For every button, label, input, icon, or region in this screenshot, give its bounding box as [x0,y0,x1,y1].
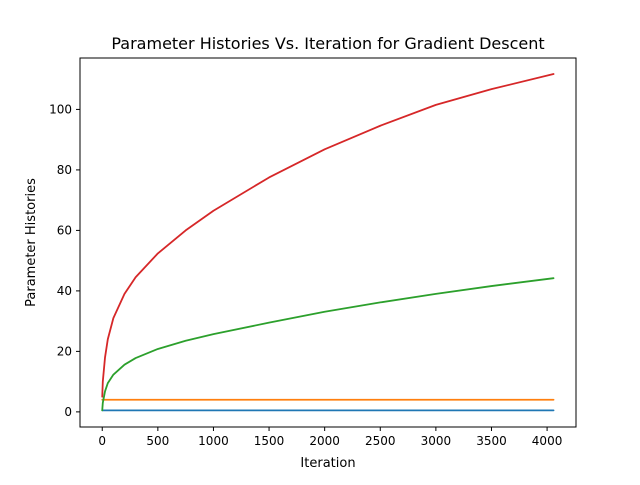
y-tick-label: 60 [57,223,72,237]
y-tick-label: 0 [64,405,72,419]
x-tick-label: 500 [146,434,169,448]
y-axis-label: Parameter Histories [24,178,39,307]
chart-title: Parameter Histories Vs. Iteration for Gr… [111,34,544,53]
y-tick-label: 40 [57,284,72,298]
x-tick-label: 2500 [365,434,396,448]
y-tick-label: 80 [57,163,72,177]
x-tick-label: 3000 [421,434,452,448]
x-axis-label: Iteration [300,456,355,471]
y-tick-label: 100 [49,102,72,116]
x-tick-label: 0 [98,434,106,448]
series-line-3 [101,277,555,412]
x-tick-label: 3500 [476,434,507,448]
series-layer [101,73,555,412]
x-tick-label: 1500 [254,434,285,448]
y-tick-label: 20 [57,344,72,358]
x-tick-label: 1000 [198,434,229,448]
x-tick-label: 4000 [532,434,563,448]
y-axis: 0 20 40 60 80 100 [49,102,80,419]
series-line-4 [101,73,555,398]
plot-frame [79,57,577,428]
x-axis: 0 500 1000 1500 2000 2500 3000 3500 4000 [98,427,562,448]
x-tick-label: 2000 [309,434,340,448]
